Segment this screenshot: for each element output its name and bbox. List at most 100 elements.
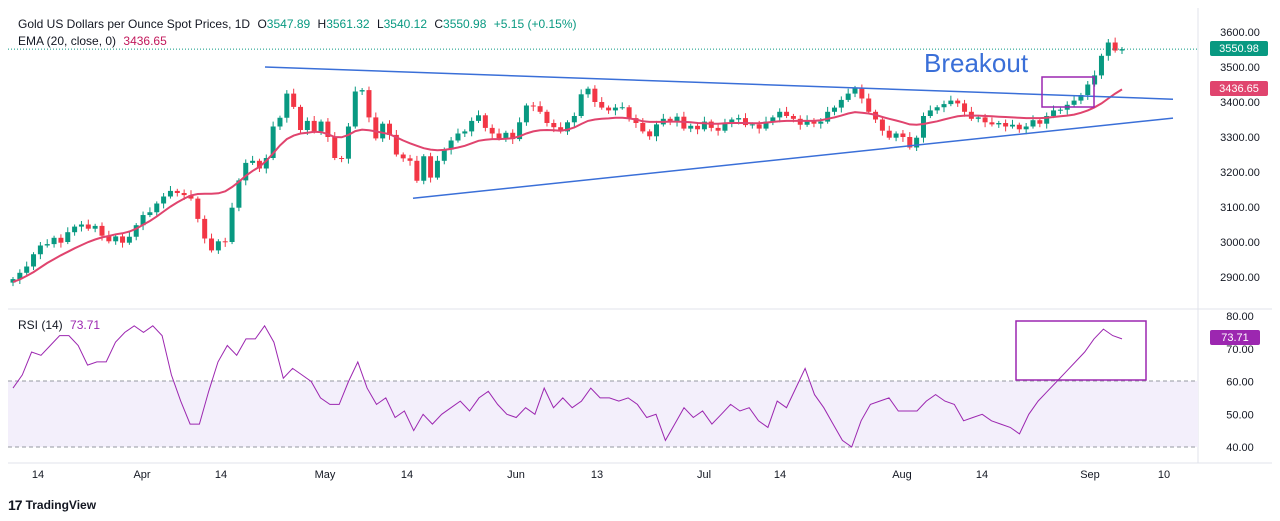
candle-body [215, 241, 221, 251]
rsi-tick-label: 70.00 [1226, 344, 1254, 356]
ema-legend[interactable]: EMA (20, close, 0) 3436.65 [18, 34, 171, 48]
candle-body [893, 133, 899, 138]
candle-body [517, 122, 523, 140]
candle-body [161, 196, 167, 204]
candle-body [852, 88, 858, 94]
candle-body [441, 149, 447, 161]
candle-body [647, 131, 653, 137]
high-value: 3561.32 [326, 17, 370, 31]
candle-body [325, 121, 331, 137]
candle-body [414, 160, 420, 181]
candle-body [736, 118, 742, 120]
candle-body [85, 224, 91, 229]
candle-body [1057, 109, 1063, 111]
candle-body [879, 119, 885, 131]
low-value: 3540.12 [383, 17, 428, 31]
candle-body [250, 160, 256, 163]
candle-body [1098, 55, 1104, 76]
candle-body [866, 98, 872, 112]
rsi-legend[interactable]: RSI (14) 73.71 [18, 318, 104, 332]
candle-body [653, 124, 659, 137]
candle-body [927, 110, 933, 116]
time-axis[interactable]: 14 Apr 14 May 14 Jun 13 Jul 14 Aug 14 Sep 10 [32, 469, 1170, 481]
candle-body [345, 126, 351, 159]
candle-body [1105, 42, 1111, 56]
rsi-highlight-box[interactable] [1015, 320, 1147, 381]
upper-trendline [264, 66, 1174, 100]
tradingview-brand[interactable]: 17 TradingView [8, 497, 96, 513]
candle-body [304, 120, 310, 130]
last-price-tag [1210, 41, 1268, 56]
price-tick-label: 3000.00 [1220, 237, 1260, 249]
price-axis[interactable]: 3600.00 3500.00 3400.00 3300.00 3200.00 3100.… [1220, 27, 1260, 284]
candle-body [982, 117, 988, 123]
rsi-axis[interactable]: 80.00 70.00 60.00 50.00 40.00 [1226, 311, 1254, 454]
ema-label: EMA (20, close, 0) [18, 34, 117, 48]
candle-body [667, 118, 673, 122]
candle-body [298, 106, 304, 130]
candle-body [619, 107, 625, 109]
rsi-band [8, 381, 1198, 447]
rsi-line [12, 324, 1123, 448]
candle-body [31, 254, 37, 267]
candle-body [476, 115, 482, 121]
candle-body [78, 224, 84, 227]
candle-body [188, 195, 194, 199]
candle-body [523, 105, 529, 123]
candle-body [722, 123, 728, 131]
rsi-value: 73.71 [70, 318, 101, 332]
candle-body [462, 131, 468, 134]
candle-body [784, 111, 790, 116]
candle-body [565, 122, 570, 132]
candle-body [126, 236, 132, 243]
candle-body [975, 117, 981, 119]
candle-body [729, 119, 735, 124]
candle-body [825, 111, 831, 122]
candle-body [407, 158, 413, 161]
candle-body [1112, 42, 1118, 51]
candle-body [763, 121, 769, 129]
breakout-box[interactable] [1041, 76, 1095, 108]
candle-body [1071, 100, 1077, 105]
candle-body [270, 126, 276, 158]
candle-body [756, 124, 762, 129]
candle-body [831, 107, 837, 112]
candle-body [318, 121, 324, 132]
candle-body [708, 121, 714, 128]
candle-body [578, 94, 584, 116]
time-tick-label: Sep [1080, 469, 1100, 481]
close-label: C [434, 17, 444, 31]
candle-body [859, 88, 865, 99]
candle-body [92, 225, 98, 229]
candle-body [65, 232, 71, 242]
candle-body [1003, 123, 1009, 127]
price-tick-label: 3400.00 [1220, 97, 1260, 109]
candle-body [674, 116, 680, 122]
candle-body [749, 124, 755, 126]
candle-body [900, 133, 906, 137]
candle-body [1030, 120, 1036, 127]
candle-body [955, 100, 961, 104]
candle-body [400, 154, 406, 159]
candle-body [113, 236, 119, 242]
symbol-title: Gold US Dollars per Ounce Spot Prices, 1… [18, 17, 251, 31]
candle-body [914, 137, 920, 148]
candle-body [482, 115, 488, 128]
candle-body [284, 93, 290, 118]
candle-body [44, 244, 50, 246]
time-tick-label: Jun [507, 469, 525, 481]
price-tick-label: 3500.00 [1220, 62, 1260, 74]
candle-body [352, 91, 358, 127]
candle-body [332, 137, 338, 158]
rsi-tag [1210, 330, 1260, 345]
candle-body [140, 215, 146, 226]
candle-body [626, 107, 632, 119]
candle-body [120, 236, 126, 243]
time-tick-label: Apr [133, 469, 150, 481]
rsi-tick-label: 60.00 [1226, 377, 1254, 389]
candle-body [72, 226, 78, 233]
candle-body [907, 137, 913, 148]
candle-body [51, 237, 57, 245]
candle-body [551, 123, 557, 128]
